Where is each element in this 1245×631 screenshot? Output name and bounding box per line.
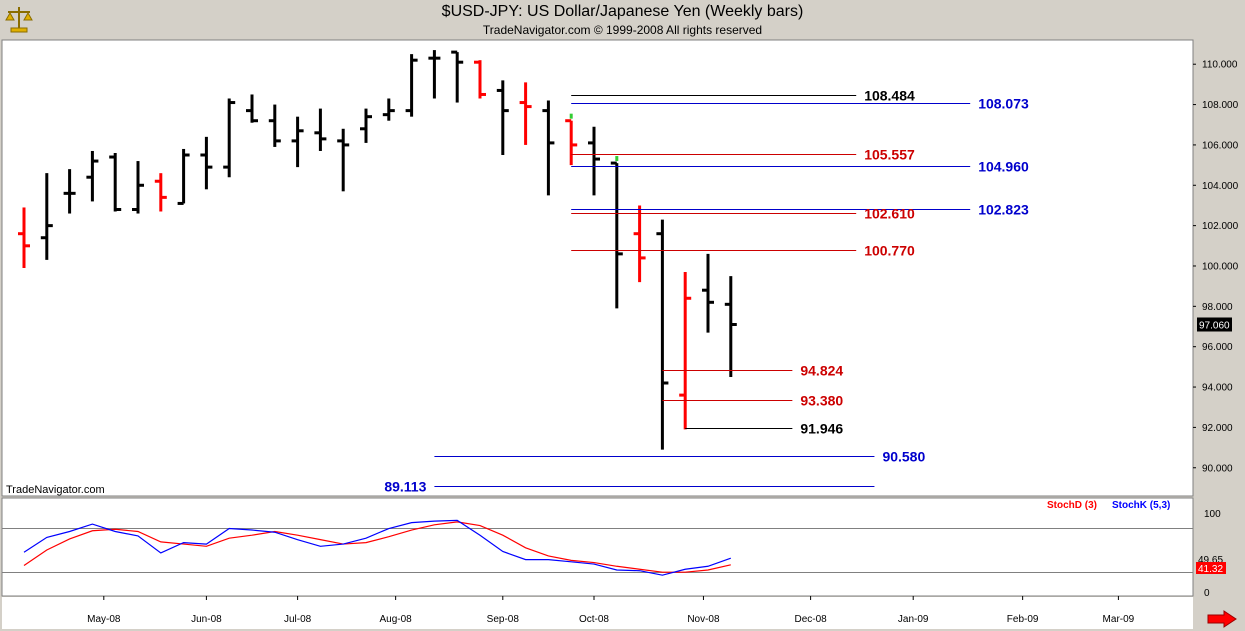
level-label: 93.380 — [800, 393, 843, 409]
level-label: 90.580 — [882, 449, 925, 465]
price-axis-label: 110.000 — [1202, 60, 1238, 71]
date-axis-label: Nov-08 — [687, 614, 720, 625]
price-axis-label: 104.000 — [1202, 181, 1239, 192]
level-label: 105.557 — [864, 147, 915, 163]
level-label: 108.484 — [864, 88, 915, 104]
stochastic-series-line — [23, 521, 731, 573]
level-label: 100.770 — [864, 243, 915, 259]
date-axis-strip — [2, 597, 1193, 629]
stochastic-axis-label: 100 — [1204, 509, 1221, 520]
stochastic-panel — [1, 497, 1194, 597]
level-label: 104.960 — [978, 159, 1029, 175]
price-axis-label: 102.000 — [1202, 221, 1239, 232]
level-label: 91.946 — [800, 421, 843, 437]
scroll-right-arrow-icon[interactable] — [1206, 610, 1238, 628]
price-axis-label: 90.000 — [1202, 463, 1233, 474]
level-label: 89.113 — [384, 479, 426, 495]
copyright-subtitle: TradeNavigator.com © 1999-2008 All right… — [482, 23, 763, 37]
price-axis-label: 92.000 — [1202, 423, 1233, 434]
price-axis-label: 96.000 — [1202, 342, 1233, 353]
stochk-value-label: 49.65 — [1198, 555, 1223, 566]
date-axis-label: Aug-08 — [380, 614, 413, 625]
price-axis-label: 100.000 — [1202, 261, 1239, 272]
price-axis-label: 106.000 — [1202, 140, 1239, 151]
date-axis-label: May-08 — [87, 614, 121, 625]
date-axis-label: Feb-09 — [1007, 614, 1039, 625]
chart-title: $USD-JPY: US Dollar/Japanese Yen (Weekly… — [441, 3, 804, 20]
stochastic-axis-label: 0 — [1204, 588, 1210, 599]
last-price-label: 97.060 — [1199, 320, 1230, 331]
date-axis-label: Jun-08 — [191, 614, 222, 625]
scales-logo-icon — [5, 7, 33, 33]
last-price-box — [1197, 317, 1232, 332]
stochd-value-box — [1196, 562, 1226, 574]
date-axis-label: Dec-08 — [794, 614, 827, 625]
price-axis-label: 94.000 — [1202, 383, 1233, 394]
price-axis-label: 98.000 — [1202, 302, 1233, 313]
level-label: 94.824 — [800, 363, 843, 379]
stochd-value-label: 41.32 — [1198, 564, 1223, 575]
date-axis-label: Mar-09 — [1103, 614, 1135, 625]
level-label: 102.610 — [864, 206, 915, 222]
date-axis-label: Oct-08 — [579, 614, 609, 625]
price-panel — [1, 39, 1194, 497]
date-axis-label: Jan-09 — [898, 614, 929, 625]
date-axis-label: Jul-08 — [284, 614, 312, 625]
level-label: 102.823 — [978, 202, 1029, 218]
date-axis-label: Sep-08 — [487, 614, 520, 625]
watermark-text: TradeNavigator.com — [6, 484, 105, 496]
price-axis-label: 108.000 — [1202, 100, 1239, 111]
stochastic-series-line — [23, 519, 732, 576]
stochk-legend: StochK (5,3) — [1112, 500, 1170, 511]
level-label: 108.073 — [978, 96, 1029, 112]
stochd-legend: StochD (3) — [1047, 500, 1097, 511]
